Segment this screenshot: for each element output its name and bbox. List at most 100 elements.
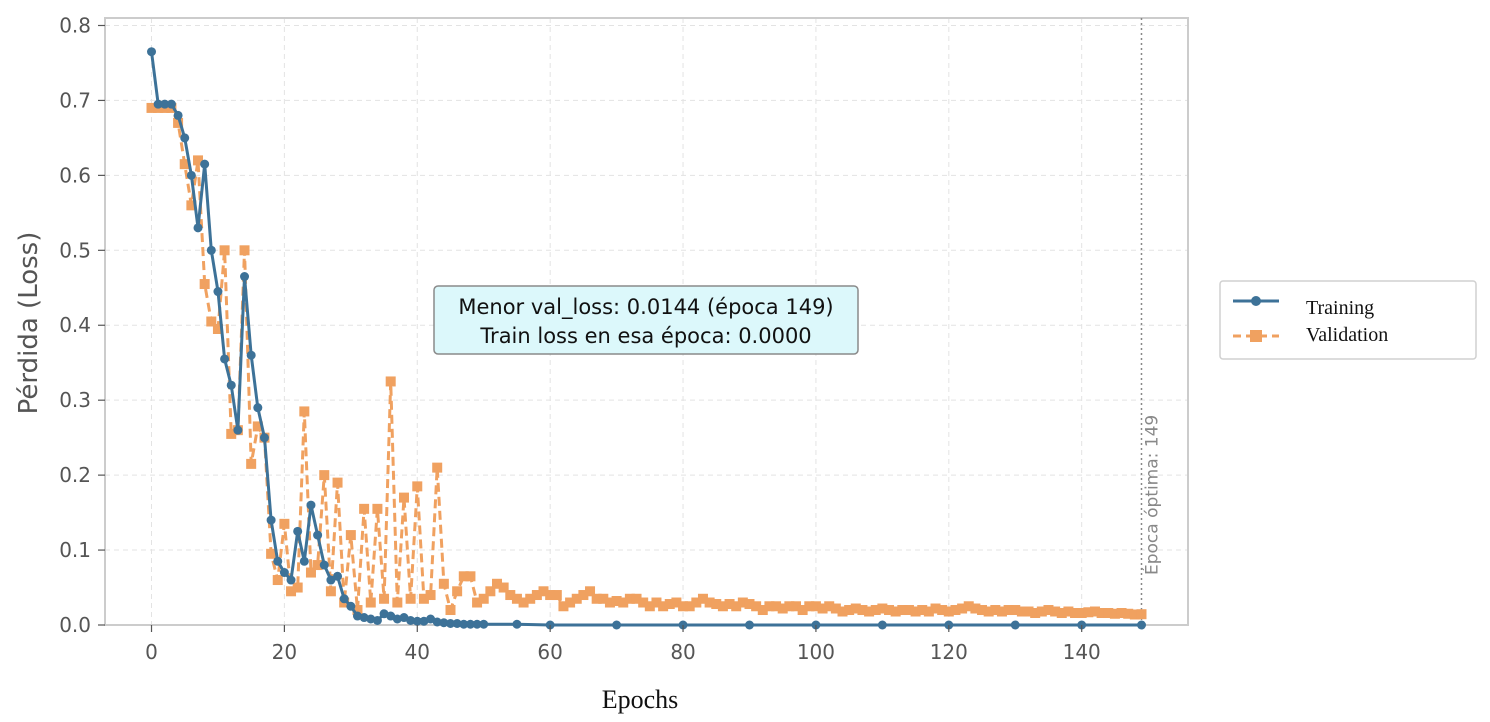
validation-point	[990, 605, 1001, 616]
training-point	[412, 616, 422, 626]
validation-point	[1129, 609, 1140, 620]
training-point	[259, 433, 269, 443]
validation-point	[1103, 608, 1114, 619]
validation-point	[173, 117, 184, 128]
training-point	[319, 560, 329, 570]
x-tick-label: 20	[272, 640, 297, 664]
validation-point	[332, 477, 343, 488]
validation-point	[751, 601, 762, 612]
x-tick-label: 120	[930, 640, 968, 664]
validation-point	[432, 462, 443, 473]
y-tick-label: 0.8	[59, 13, 91, 37]
validation-point	[996, 606, 1007, 617]
validation-point	[385, 376, 396, 387]
validation-point	[824, 601, 835, 612]
y-tick-label: 0.6	[59, 163, 91, 187]
validation-point	[558, 601, 569, 612]
y-tick-label: 0.3	[59, 388, 91, 412]
validation-point	[890, 606, 901, 617]
training-point	[339, 594, 349, 604]
training-point	[313, 530, 323, 540]
training-point	[193, 223, 203, 233]
training-point	[472, 619, 482, 629]
validation-point	[578, 590, 589, 601]
validation-point	[943, 606, 954, 617]
training-point	[286, 575, 296, 585]
validation-point	[857, 605, 868, 616]
annotation-box	[433, 285, 859, 355]
validation-point	[551, 590, 562, 601]
validation-point	[697, 593, 708, 604]
validation-point	[325, 586, 336, 597]
training-point	[206, 245, 216, 255]
validation-point	[837, 606, 848, 617]
validation-point	[731, 601, 742, 612]
validation-point	[445, 605, 456, 616]
training-point	[220, 354, 230, 364]
validation-point	[638, 597, 649, 608]
training-point	[432, 617, 442, 627]
training-point	[333, 571, 343, 581]
y-tick-label: 0.1	[59, 538, 91, 562]
validation-point	[1063, 606, 1074, 617]
validation-point	[372, 503, 383, 514]
validation-point	[452, 586, 463, 597]
validation-point	[963, 601, 974, 612]
validation-point	[518, 597, 529, 608]
validation-point	[305, 567, 316, 578]
training-point	[180, 133, 190, 143]
validation-point	[498, 582, 509, 593]
validation-point	[239, 245, 250, 256]
x-axis-label: Epochs	[602, 685, 679, 714]
validation-point	[810, 601, 821, 612]
validation-point	[312, 560, 323, 571]
validation-point	[1109, 608, 1120, 619]
validation-point	[884, 605, 895, 616]
validation-point	[272, 575, 283, 586]
validation-point	[365, 597, 376, 608]
y-tick-label: 0.2	[59, 463, 91, 487]
validation-series	[146, 102, 1147, 620]
x-tick-label: 140	[1063, 640, 1101, 664]
training-point	[306, 500, 316, 510]
validation-point	[319, 470, 330, 481]
validation-point	[717, 601, 728, 612]
validation-point	[1083, 607, 1094, 618]
validation-point	[1010, 605, 1021, 616]
legend-item-training: Training	[1233, 296, 1374, 319]
validation-point	[286, 586, 297, 597]
validation-point	[219, 245, 230, 256]
training-point	[279, 568, 289, 578]
validation-point	[1023, 606, 1034, 617]
validation-point	[1123, 608, 1134, 619]
validation-point	[212, 323, 223, 334]
training-line	[150, 51, 1142, 627]
optimal-epoch-marker: Época óptima: 149	[1140, 18, 1162, 625]
validation-point	[711, 599, 722, 610]
validation-point	[937, 605, 948, 616]
validation-point	[604, 597, 615, 608]
validation-point	[511, 593, 522, 604]
training-point	[266, 515, 276, 525]
validation-point	[784, 601, 795, 612]
training-point	[273, 556, 283, 566]
training-point	[459, 619, 469, 629]
validation-point	[199, 279, 210, 290]
validation-point	[1116, 608, 1127, 619]
y-axis-ticks: 0.0 0.1 0.2 0.3 0.4 0.5 0.6 0.7 0.8	[59, 13, 105, 637]
y-axis-label: Pérdida (Loss)	[14, 232, 44, 415]
validation-point	[1043, 605, 1054, 616]
x-tick-label: 80	[670, 640, 695, 664]
validation-point	[1096, 608, 1107, 619]
validation-point	[797, 605, 808, 616]
training-point	[166, 99, 176, 109]
training-point	[240, 272, 250, 282]
validation-point	[897, 605, 908, 616]
validation-point	[777, 603, 788, 614]
training-point	[326, 575, 336, 585]
validation-point	[1016, 606, 1027, 617]
legend-training-label: Training	[1306, 297, 1374, 319]
validation-point	[1036, 606, 1047, 617]
validation-point	[505, 590, 516, 601]
validation-point	[545, 590, 556, 601]
